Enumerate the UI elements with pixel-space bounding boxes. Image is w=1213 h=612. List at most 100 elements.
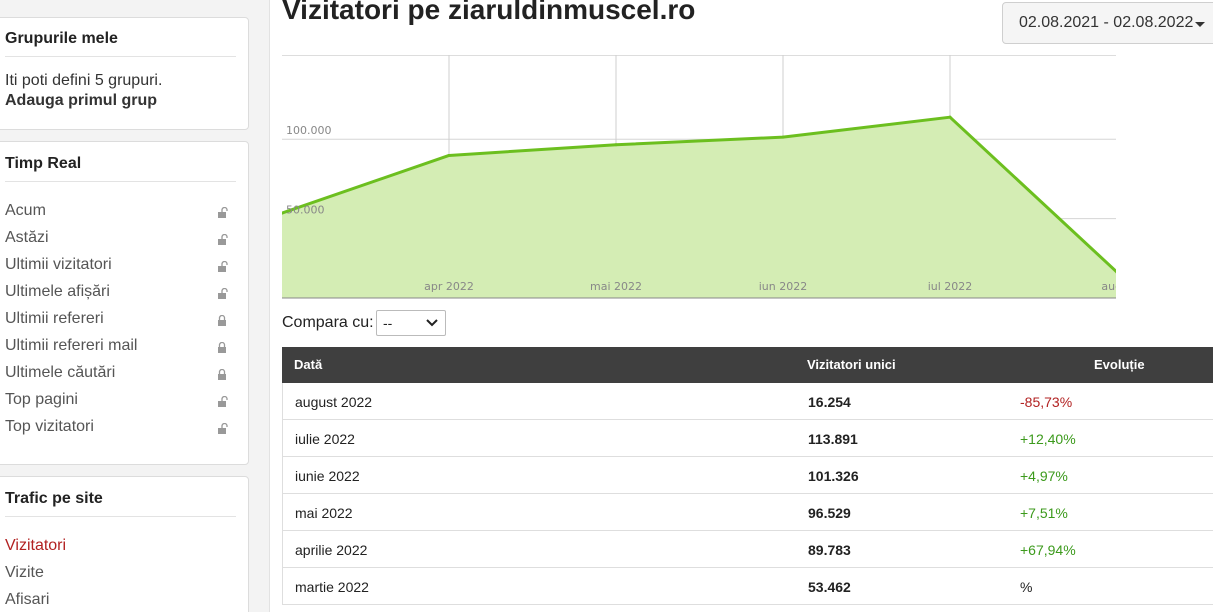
table-row: mai 2022 96.529 +7,51%	[282, 494, 1213, 531]
sidebar-item-realtime[interactable]: Ultimii vizitatori	[5, 254, 228, 278]
column-header-date[interactable]: Dată	[294, 357, 323, 372]
sidebar-item-label: Top vizitatori	[5, 418, 94, 435]
sidebar-item-label: Vizite	[5, 564, 44, 581]
data-point	[447, 153, 451, 157]
page-title: Vizitatori pe ziaruldinmuscel.ro	[282, 0, 696, 25]
realtime-panel: Timp Real Acum Astăzi Ultimii vizitatori Ul…	[0, 141, 249, 465]
unlock-icon	[218, 207, 228, 218]
date-range-label: 02.08.2021 - 02.08.2022	[1019, 14, 1194, 31]
lock-icon	[218, 342, 226, 353]
groups-panel: Grupurile mele Iti poti defini 5 grupuri…	[0, 17, 249, 130]
unlock-icon	[218, 261, 228, 272]
series-line	[282, 115, 1116, 274]
sidebar-item-realtime[interactable]: Ultimele căutări	[5, 362, 228, 386]
sidebar-item-traffic[interactable]: Vizitatori	[5, 535, 228, 559]
table-row: iunie 2022 101.326 +4,97%	[282, 457, 1213, 494]
sidebar-item-label: Ultimii refereri mail	[5, 337, 138, 354]
date-range-button[interactable]: 02.08.2021 - 02.08.2022	[1002, 2, 1213, 44]
sidebar-item-realtime[interactable]: Ultimele afișări	[5, 281, 228, 305]
traffic-panel: Trafic pe site Vizitatori Vizite Afisari	[0, 476, 249, 612]
cell-visitors: 96.529	[808, 505, 851, 521]
lock-icon	[218, 369, 226, 380]
sidebar-item-realtime[interactable]: Acum	[5, 200, 228, 224]
x-tick-label: apr 2022	[424, 280, 474, 293]
realtime-title: Timp Real	[5, 155, 82, 172]
cell-date: iunie 2022	[295, 468, 360, 484]
y-tick-label: 100.000	[286, 124, 332, 137]
cell-visitors: 101.326	[808, 468, 859, 484]
cell-evolution: -85,73%	[1020, 394, 1073, 410]
x-tick-label: iun 2022	[759, 280, 808, 293]
table-row: aprilie 2022 89.783 +67,94%	[282, 531, 1213, 568]
groups-divider	[5, 56, 236, 57]
cell-visitors: 89.783	[808, 542, 851, 558]
chevron-down-icon	[426, 319, 438, 327]
sidebar-item-label: Astăzi	[5, 229, 49, 246]
cell-visitors: 53.462	[808, 579, 851, 595]
x-tick-label: aug 2	[1101, 280, 1116, 293]
cell-date: aprilie 2022	[295, 542, 368, 558]
add-group-link[interactable]: Adauga primul grup	[5, 92, 157, 109]
column-header-evolution[interactable]: Evoluție	[1094, 357, 1145, 372]
sidebar-item-traffic[interactable]: Afisari	[5, 589, 228, 612]
groups-info-text: Iti poti defini 5 grupuri.	[5, 72, 163, 89]
sidebar-item-label: Ultimele căutări	[5, 364, 116, 381]
cell-date: martie 2022	[295, 579, 369, 595]
sidebar: Grupurile mele Iti poti defini 5 grupuri…	[0, 0, 270, 612]
cell-evolution: %	[1020, 579, 1033, 595]
data-point	[781, 135, 785, 139]
data-point	[614, 143, 618, 147]
visitors-chart: 50.000 100.000 apr 2022 mai 2022 iun 2022 iul…	[282, 55, 1116, 300]
x-tick-label: mai 2022	[590, 280, 642, 293]
sidebar-item-label: Ultimele afișări	[5, 283, 110, 300]
sidebar-item-label: Top pagini	[5, 391, 78, 408]
data-point	[948, 115, 952, 119]
cell-evolution: +4,97%	[1020, 468, 1068, 484]
traffic-divider	[5, 516, 236, 517]
main-content: Vizitatori pe ziaruldinmuscel.ro 02.08.2…	[270, 0, 1213, 612]
compare-label: Compara cu:	[282, 314, 374, 331]
unlock-icon	[218, 396, 228, 407]
area-fill	[282, 117, 1116, 298]
cell-evolution: +7,51%	[1020, 505, 1068, 521]
traffic-title: Trafic pe site	[5, 490, 103, 507]
cell-date: mai 2022	[295, 505, 353, 521]
cell-evolution: +12,40%	[1020, 431, 1076, 447]
sidebar-item-label: Ultimii refereri	[5, 310, 104, 327]
lock-icon	[218, 315, 226, 326]
caret-down-icon	[1195, 22, 1205, 27]
data-point	[1115, 271, 1116, 274]
compare-select[interactable]: --	[376, 310, 446, 336]
unlock-icon	[218, 234, 228, 245]
table-row: august 2022 16.254 -85,73%	[282, 383, 1213, 420]
cell-evolution: +67,94%	[1020, 542, 1076, 558]
sidebar-item-label: Acum	[5, 202, 46, 219]
sidebar-item-realtime[interactable]: Top pagini	[5, 389, 228, 413]
unlock-icon	[218, 288, 228, 299]
sidebar-item-traffic[interactable]: Vizite	[5, 562, 228, 586]
unlock-icon	[218, 423, 228, 434]
sidebar-item-label: Vizitatori	[5, 537, 67, 554]
cell-visitors: 113.891	[808, 431, 858, 447]
sidebar-item-realtime[interactable]: Ultimii refereri mail	[5, 335, 228, 359]
data-point	[282, 211, 284, 215]
cell-date: august 2022	[295, 394, 373, 410]
compare-select-value: --	[383, 315, 393, 331]
realtime-divider	[5, 181, 236, 182]
cell-date: iulie 2022	[295, 431, 355, 447]
table-body: august 2022 16.254 -85,73% iulie 2022 113.89…	[282, 383, 1213, 605]
sidebar-item-realtime[interactable]: Top vizitatori	[5, 416, 228, 440]
sidebar-item-label: Ultimii vizitatori	[5, 256, 112, 273]
x-tick-label: iul 2022	[928, 280, 973, 293]
groups-title: Grupurile mele	[5, 30, 118, 47]
table-row: martie 2022 53.462%	[282, 568, 1213, 605]
table-header: Dată Vizitatori unici Evoluție	[282, 347, 1213, 383]
sidebar-item-realtime[interactable]: Ultimii refereri	[5, 308, 228, 332]
sidebar-item-realtime[interactable]: Astăzi	[5, 227, 228, 251]
cell-visitors: 16.254	[808, 394, 851, 410]
sidebar-item-label: Afisari	[5, 591, 50, 608]
column-header-visitors[interactable]: Vizitatori unici	[807, 357, 896, 372]
visitors-table: Dată Vizitatori unici Evoluție august 20…	[282, 347, 1213, 605]
y-tick-label: 50.000	[286, 204, 325, 217]
chart-canvas: 50.000 100.000 apr 2022 mai 2022 iun 2022 iul…	[282, 55, 1116, 299]
